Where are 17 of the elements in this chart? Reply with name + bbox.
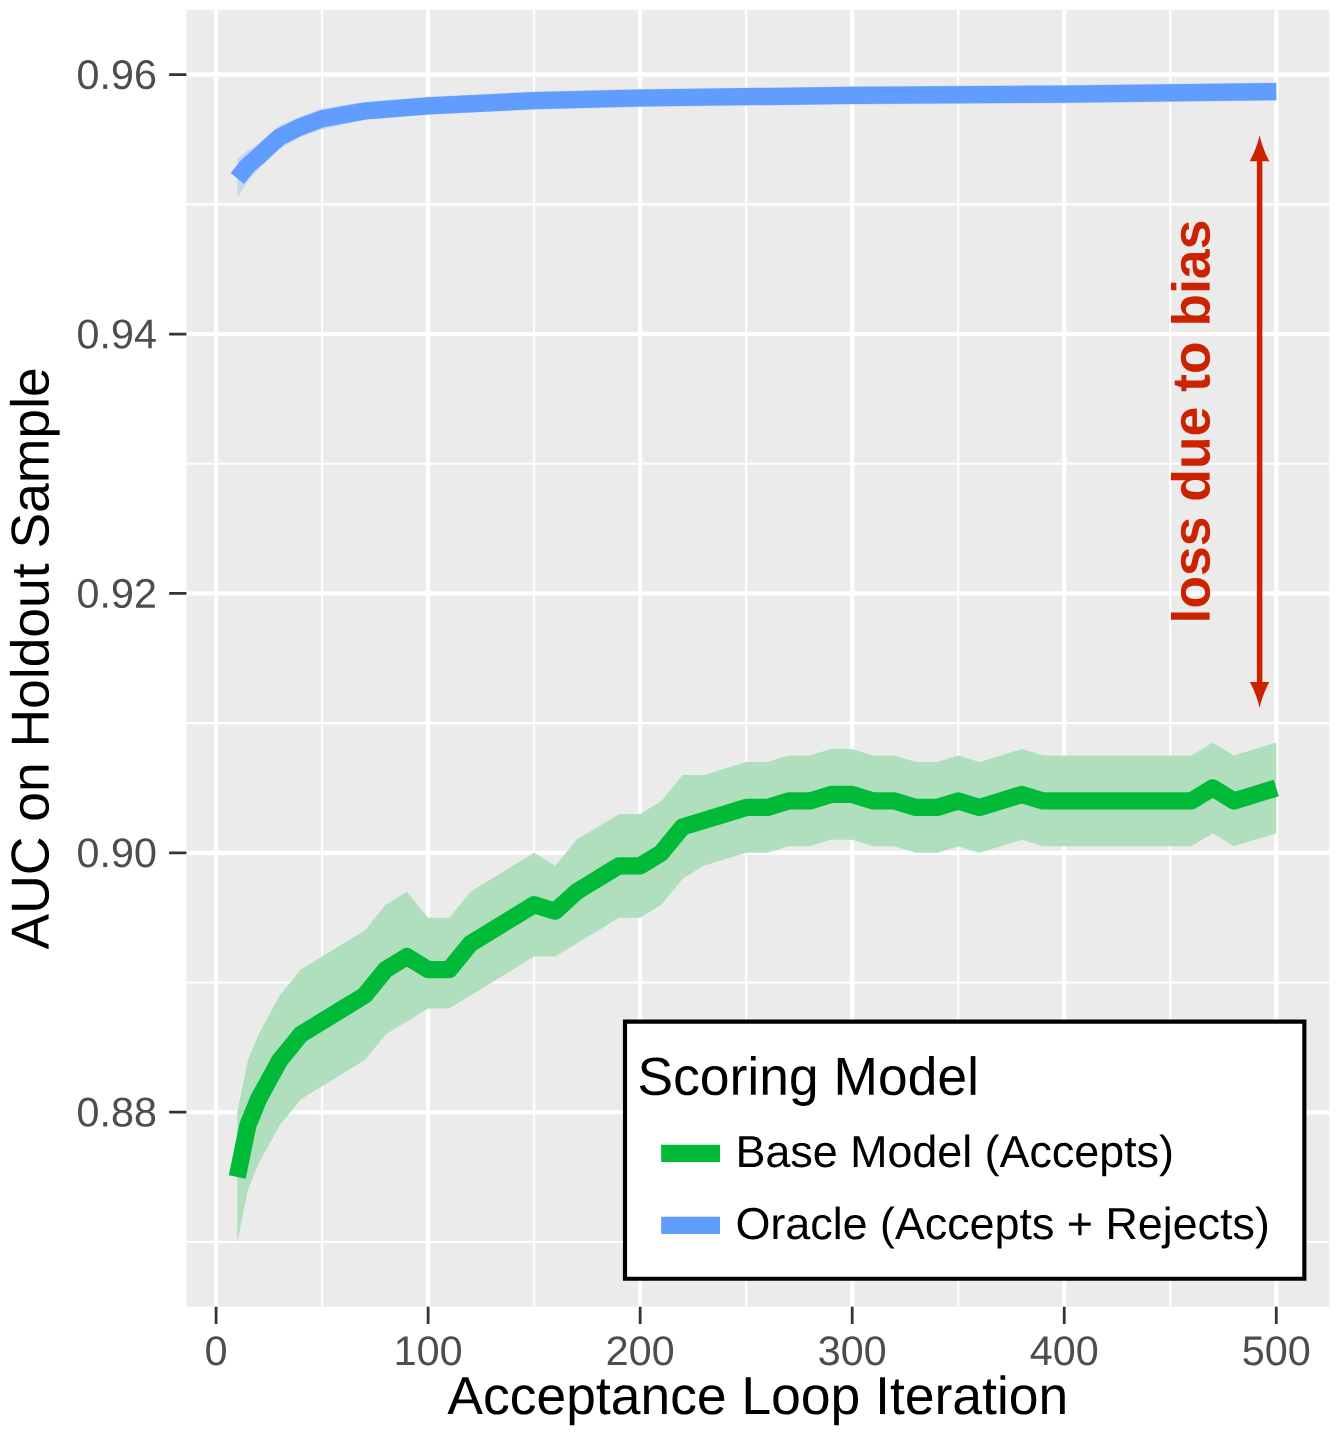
legend-title: Scoring Model	[639, 1056, 976, 1106]
x-tick-label: 500	[1243, 1336, 1310, 1366]
legend-label: Oracle (Accepts + Rejects)	[737, 1206, 1268, 1249]
x-tick-label: 200	[607, 1336, 674, 1366]
x-axis-title: Acceptance Loop Iteration	[447, 1375, 1065, 1426]
y-tick-label: 0.90	[78, 838, 156, 868]
x-tick-label: 300	[819, 1336, 886, 1366]
legend-label: Base Model (Accepts)	[739, 1134, 1172, 1177]
y-tick-label: 0.96	[78, 60, 156, 90]
x-tick-label: 100	[396, 1336, 461, 1366]
y-tick-label: 0.88	[78, 1097, 156, 1127]
x-tick-label: 400	[1030, 1336, 1098, 1366]
x-tick-label: 0	[206, 1336, 226, 1366]
y-tick-label: 0.94	[78, 319, 156, 349]
y-tick-label: 0.92	[78, 578, 155, 609]
annotation: loss due to bias	[1170, 221, 1211, 620]
y-axis-title: AUC on Holdout Sample	[9, 369, 60, 950]
